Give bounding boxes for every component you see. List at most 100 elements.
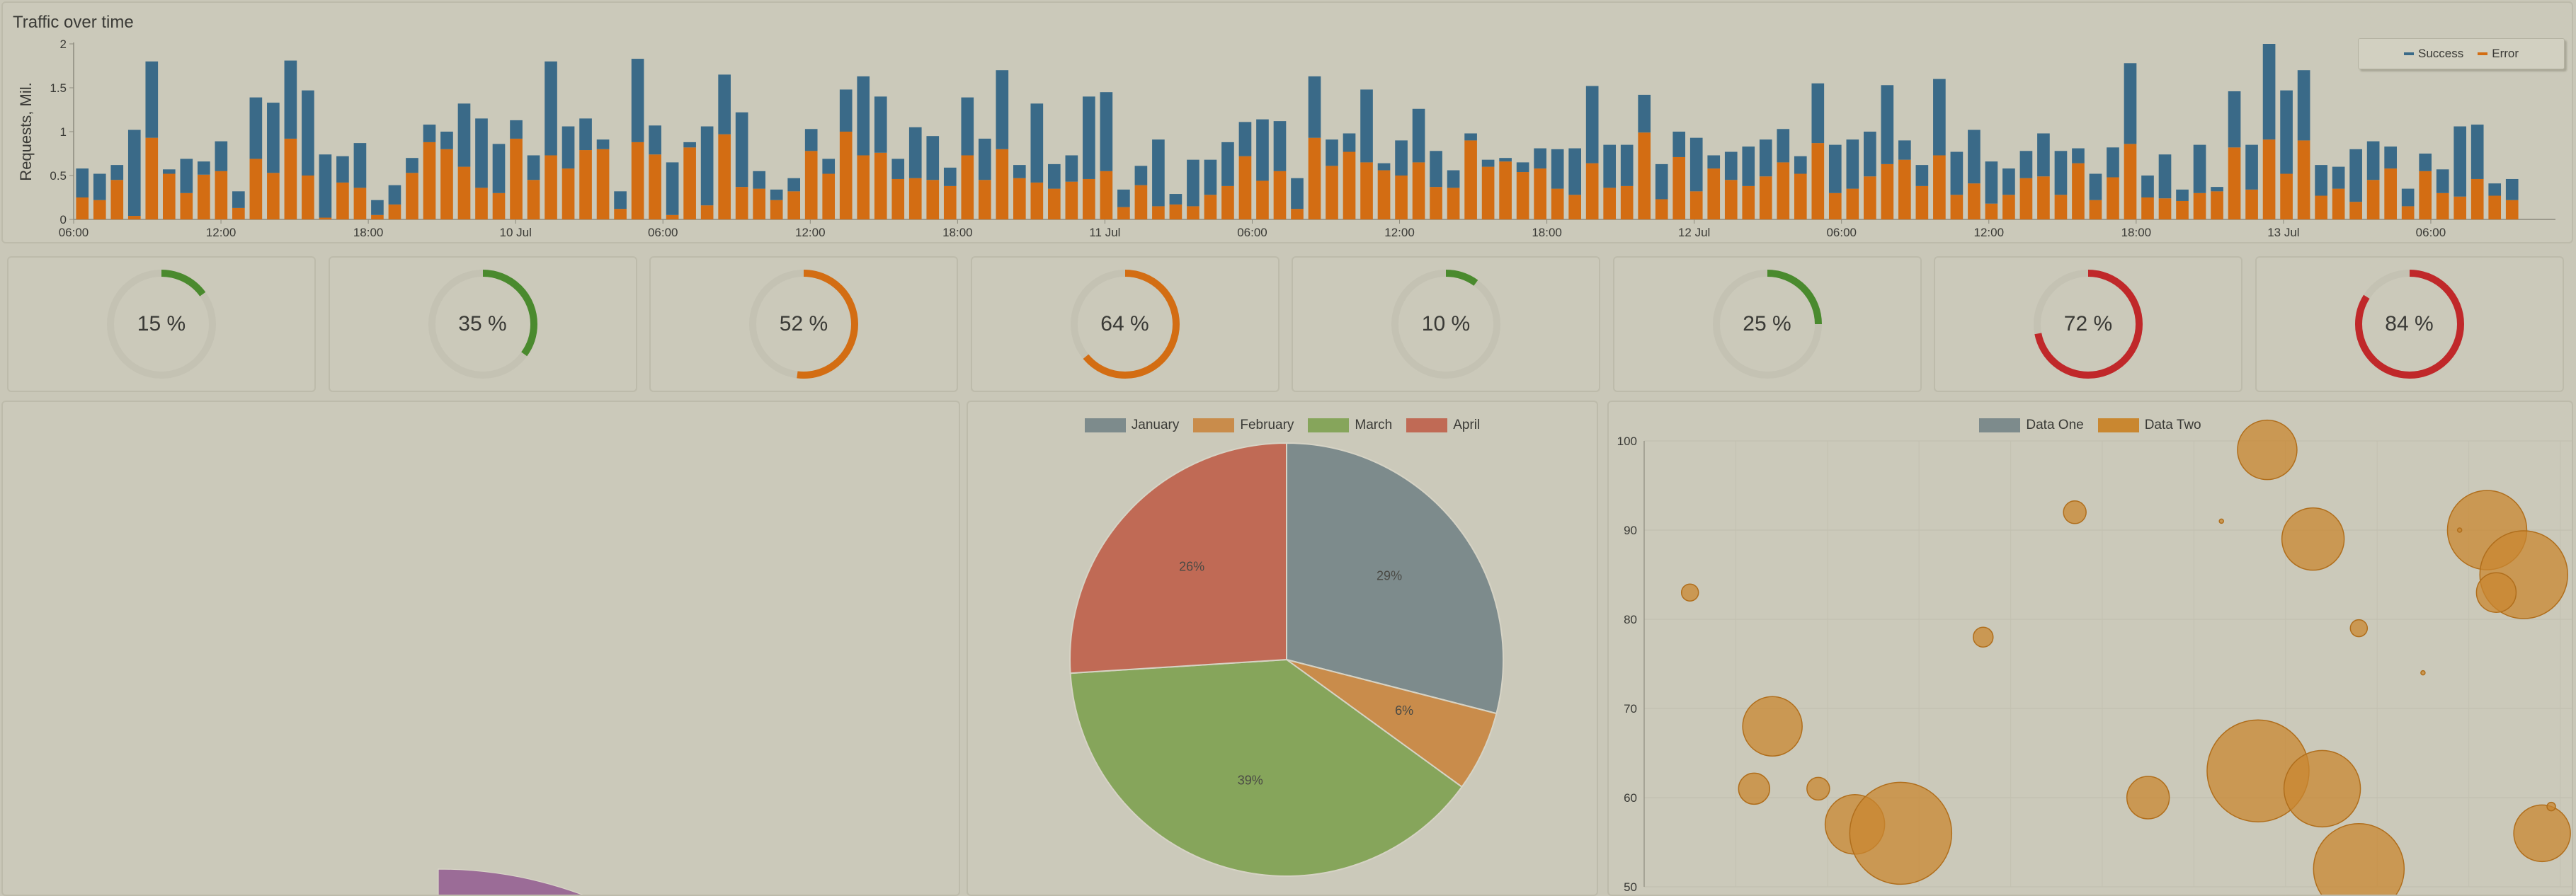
x-tick-label: 12:00 <box>1974 226 2005 239</box>
y-tick-label: 60 <box>1624 791 1637 805</box>
x-tick-label: 12:00 <box>795 226 826 239</box>
bar-error <box>302 176 314 219</box>
bar-success <box>908 127 922 178</box>
bar-error <box>267 173 280 219</box>
bar-success <box>1169 194 1182 205</box>
bar-error <box>2366 180 2380 219</box>
bar-success <box>1551 149 1564 189</box>
bar-error <box>891 178 905 219</box>
bar-success <box>1759 139 1772 177</box>
bar-success <box>1412 108 1425 163</box>
bar-success <box>1308 76 1321 138</box>
bar-error <box>2401 206 2415 219</box>
bar-success <box>2019 151 2033 178</box>
bar-error <box>1343 151 1356 219</box>
bar-error <box>908 178 922 219</box>
bar-error <box>249 159 263 219</box>
bar-success <box>2454 126 2467 197</box>
pie-legend-item[interactable]: April <box>1406 418 1480 433</box>
bar-success <box>1291 178 1304 209</box>
x-tick-label: 12 Jul <box>1678 226 1710 239</box>
bar-success <box>423 125 436 142</box>
x-tick-label: 12:00 <box>206 226 236 239</box>
x-tick-label: 13 Jul <box>2267 226 2299 239</box>
bar-success <box>1568 148 1581 195</box>
bar-error <box>198 174 210 219</box>
pie-legend-item[interactable]: March <box>1308 418 1392 433</box>
bar-error <box>943 185 957 219</box>
gauge-ring <box>1391 270 1500 379</box>
bar-success <box>1273 121 1287 171</box>
bar-error <box>666 214 679 219</box>
bar-success <box>2089 173 2102 200</box>
gauge-ring <box>2354 270 2464 379</box>
success-swatch <box>2403 52 2414 55</box>
bar-error <box>1430 187 1442 219</box>
bar-error <box>579 150 592 219</box>
pie-slice <box>1286 442 1504 715</box>
legend-success[interactable]: Success <box>2403 47 2463 61</box>
traffic-chart: 0 0.5 1 1.5 2 Requests, Mil. 06:00 12:00 18:00 10… <box>17 38 2555 239</box>
bar-error <box>371 214 384 219</box>
bubble-legend-item[interactable]: Data Two <box>2097 418 2201 433</box>
bar-error <box>2228 147 2241 219</box>
bar-error <box>2193 193 2206 219</box>
bar-success <box>1534 148 1546 169</box>
bar-success <box>2158 154 2172 199</box>
bar-success <box>2436 169 2449 193</box>
bar-error <box>1221 185 1234 219</box>
bar-error <box>1256 180 1269 219</box>
bar-error <box>2211 191 2223 219</box>
bar-success <box>1481 159 1495 167</box>
bubble-legend-swatch <box>2097 418 2139 432</box>
bar-error <box>319 217 332 219</box>
bar-success <box>1898 140 1911 160</box>
bar-success <box>2262 44 2276 140</box>
bar-success <box>2488 183 2502 196</box>
bar-success <box>1881 85 1894 164</box>
bar-error <box>1238 156 1252 219</box>
bubble-point <box>1738 772 1771 805</box>
bar-success <box>2107 147 2119 178</box>
bar-success <box>1585 86 1599 163</box>
bar-error <box>2107 177 2119 219</box>
bar-success <box>2193 144 2206 193</box>
bar-error <box>649 154 661 219</box>
bar-error <box>822 173 836 219</box>
bar-error <box>2262 139 2276 219</box>
bar-error <box>2158 198 2172 219</box>
bar-error <box>2505 200 2519 219</box>
legend-error[interactable]: Error <box>2478 47 2519 61</box>
bar-success <box>1968 130 1981 184</box>
bar-error <box>961 155 974 219</box>
bar-success <box>510 120 523 139</box>
gauge-arc <box>107 270 216 379</box>
bar-error <box>2332 188 2345 219</box>
bubble-point <box>2475 572 2517 613</box>
bar-success <box>1707 155 1721 169</box>
pie-legend-item[interactable]: January <box>1084 418 1179 433</box>
bar-error <box>857 155 870 219</box>
gauge-panel: 84 % <box>2255 256 2564 392</box>
pie-slice <box>1069 442 1287 674</box>
bar-success <box>2401 188 2415 207</box>
bar-success <box>1030 103 1044 183</box>
bar-error <box>510 138 523 219</box>
bubble-point <box>2218 518 2224 524</box>
bubble-point <box>2546 801 2556 812</box>
gauge-arc <box>2034 270 2143 379</box>
y-axis-label: Requests, Mil. <box>17 82 35 180</box>
bar-error <box>2454 196 2467 219</box>
bar-success <box>804 129 818 151</box>
bar-error <box>2384 168 2397 219</box>
pie-legend-item[interactable]: February <box>1193 418 1294 433</box>
bubble-legend-item[interactable]: Data One <box>1979 418 2084 433</box>
bar-error <box>388 204 401 219</box>
gauge-panel: 15 % <box>7 256 316 392</box>
bar-success <box>76 168 89 197</box>
traffic-legend[interactable]: Success Error <box>2358 38 2565 69</box>
bar-success <box>1430 151 1442 188</box>
bar-success <box>388 185 401 205</box>
gauge-value: 35 % <box>458 312 507 335</box>
gauge-value: 64 % <box>1100 312 1149 335</box>
